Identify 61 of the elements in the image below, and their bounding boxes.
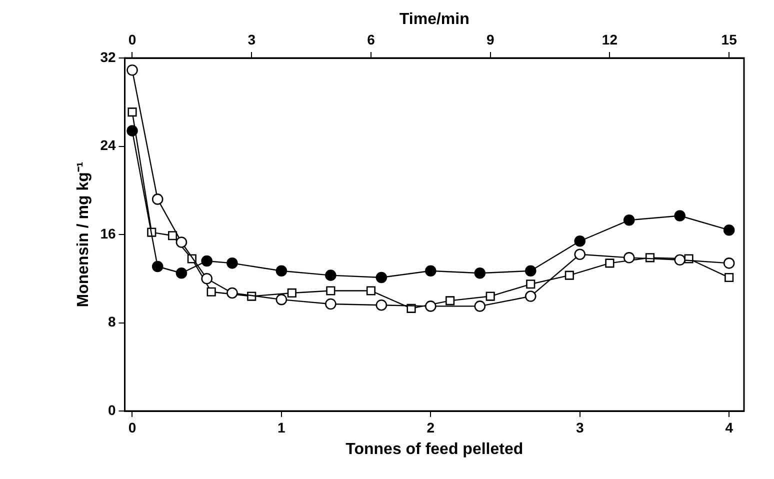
point: [176, 267, 188, 279]
point: [325, 298, 336, 310]
point: [376, 299, 388, 311]
x2-tick-label: 3: [248, 31, 256, 48]
point: [201, 255, 212, 267]
point: [574, 235, 586, 247]
point: [724, 272, 734, 282]
x-tick-label: 0: [128, 419, 136, 436]
point: [474, 300, 486, 312]
point: [276, 265, 288, 277]
y-axis-title: Monensin / mg kg⁻¹: [75, 162, 92, 308]
point: [425, 300, 436, 312]
point: [723, 258, 735, 269]
point: [168, 231, 178, 240]
point: [623, 214, 635, 226]
point: [486, 292, 495, 301]
point: [176, 236, 188, 248]
point: [674, 210, 686, 222]
x-tick-label: 3: [576, 419, 584, 436]
x2-axis-title: Time/min: [399, 11, 470, 28]
point: [226, 258, 238, 269]
point: [425, 265, 436, 277]
point: [564, 270, 574, 280]
y-tick-label: 8: [108, 314, 116, 330]
x2-tick-label: 12: [602, 31, 618, 48]
point: [474, 267, 486, 279]
point: [326, 286, 336, 296]
point: [152, 260, 164, 272]
point: [605, 258, 614, 268]
y-tick-label: 0: [108, 402, 116, 418]
point: [446, 296, 455, 306]
y-tick-label: 32: [100, 48, 116, 65]
point: [325, 270, 336, 281]
y-tick-label: 24: [100, 137, 116, 154]
point: [526, 280, 536, 289]
x-axis-title: Tonnes of feed pelleted: [346, 440, 524, 458]
x2-tick-label: 9: [486, 31, 494, 48]
point: [574, 248, 586, 260]
x-tick-label: 1: [278, 419, 286, 436]
point: [126, 64, 138, 76]
point: [366, 286, 376, 296]
point: [128, 108, 137, 117]
point: [126, 125, 138, 136]
x-tick-label: 4: [725, 419, 734, 436]
x-tick-label: 2: [426, 419, 435, 436]
point: [206, 287, 216, 296]
point: [276, 294, 288, 306]
point: [723, 224, 735, 236]
point: [287, 288, 296, 298]
y-tick-label: 16: [100, 225, 116, 242]
x2-tick-label: 6: [367, 31, 376, 48]
point: [376, 272, 388, 284]
point: [524, 265, 536, 277]
x2-tick-label: 15: [721, 31, 738, 48]
point: [201, 272, 212, 284]
point: [226, 287, 238, 299]
x2-tick-label: 0: [128, 31, 136, 48]
point: [524, 290, 536, 302]
point: [674, 254, 686, 266]
point: [623, 252, 635, 264]
point: [152, 194, 164, 205]
